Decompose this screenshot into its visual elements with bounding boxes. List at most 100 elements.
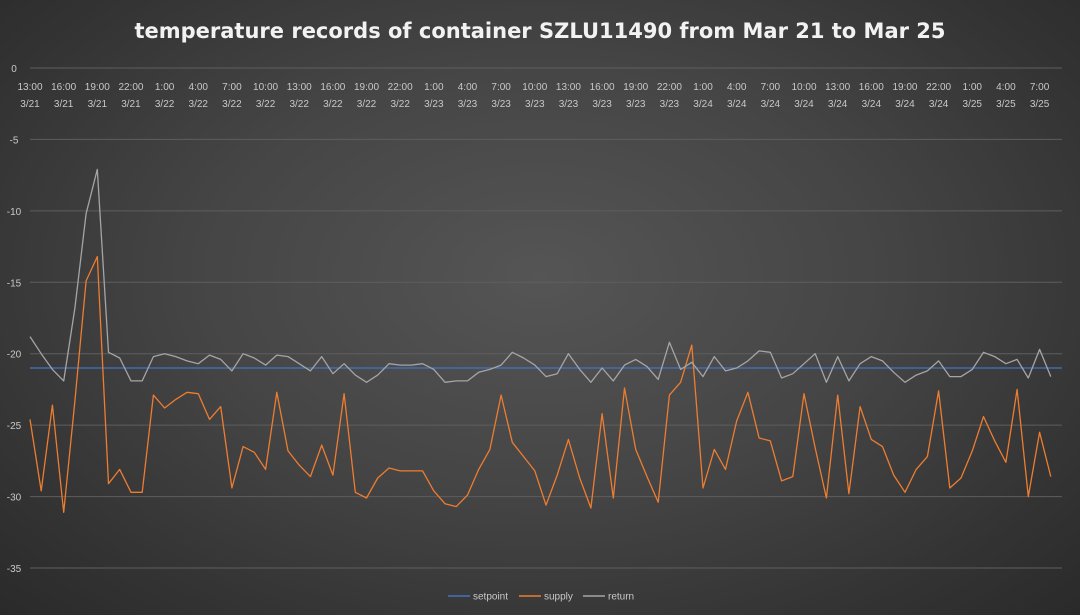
x-tick-time: 1:00 [155,82,175,93]
x-tick-date: 3/23 [660,99,680,110]
x-tick-label: 1:00 3/25 [963,82,983,110]
x-tick-date: 3/22 [289,99,309,110]
x-tick-date: 3/25 [996,99,1016,110]
x-tick-date: 3/24 [828,99,848,110]
x-tick-label: 19:00 3/23 [623,82,648,110]
x-tick-time: 7:00 [761,82,781,93]
x-tick-label: 13:00 3/23 [556,82,581,110]
x-tick-label: 1:00 3/22 [155,82,175,110]
x-tick-time: 10:00 [791,82,816,93]
x-tick-time: 16:00 [590,82,615,93]
x-tick-time: 13:00 [825,82,850,93]
x-tick-date: 3/23 [424,99,444,110]
y-tick-label: -15 [7,278,22,289]
x-tick-label: 22:00 3/22 [388,82,413,110]
x-tick-date: 3/24 [761,99,781,110]
x-tick-time: 7:00 [222,82,242,93]
x-tick-time: 22:00 [926,82,951,93]
x-tick-label: 4:00 3/25 [996,82,1016,110]
y-tick-label: 0 [11,64,17,75]
x-tick-date: 3/24 [794,99,814,110]
x-tick-time: 13:00 [556,82,581,93]
x-tick-date: 3/22 [323,99,343,110]
x-tick-date: 3/24 [727,99,747,110]
x-tick-time: 7:00 [1030,82,1050,93]
x-tick-label: 22:00 3/23 [657,82,682,110]
x-tick-label: 7:00 3/22 [222,82,242,110]
x-tick-label: 13:00 3/21 [17,82,42,110]
x-tick-time: 4:00 [189,82,209,93]
x-tick-date: 3/23 [559,99,579,110]
y-tick-label: -5 [10,135,19,146]
x-tick-label: 10:00 3/23 [522,82,547,110]
x-tick-date: 3/25 [963,99,983,110]
y-tick-label: -25 [7,421,22,432]
chart-title: temperature records of container SZLU114… [134,19,945,43]
y-tick-label: -35 [7,564,22,575]
x-tick-label: 19:00 3/21 [85,82,110,110]
x-tick-time: 1:00 [693,82,713,93]
x-tick-label: 7:00 3/23 [491,82,511,110]
x-tick-time: 4:00 [458,82,478,93]
x-tick-time: 10:00 [522,82,547,93]
x-tick-date: 3/24 [929,99,949,110]
y-axis-ticks: 0 -5 -10 -15 -20 -25 -30 -35 [7,64,22,575]
x-tick-time: 16:00 [51,82,76,93]
y-tick-label: -20 [7,350,22,361]
x-tick-label: 19:00 3/24 [892,82,917,110]
x-tick-label: 16:00 3/21 [51,82,76,110]
x-tick-date: 3/21 [88,99,108,110]
x-tick-time: 7:00 [491,82,511,93]
x-tick-time: 19:00 [892,82,917,93]
x-tick-time: 13:00 [287,82,312,93]
x-tick-label: 4:00 3/22 [189,82,209,110]
x-tick-date: 3/21 [20,99,40,110]
y-tick-label: -10 [7,207,22,218]
x-tick-date: 3/23 [458,99,478,110]
x-tick-time: 19:00 [623,82,648,93]
legend-item-setpoint: setpoint [448,592,508,603]
x-tick-date: 3/23 [592,99,612,110]
x-tick-label: 22:00 3/24 [926,82,951,110]
x-tick-label: 10:00 3/24 [791,82,816,110]
x-tick-label: 16:00 3/22 [320,82,345,110]
series-line-return [29,168,1052,383]
x-tick-label: 7:00 3/25 [1030,82,1050,110]
x-tick-date: 3/24 [862,99,882,110]
legend-label: return [608,592,634,603]
x-tick-time: 1:00 [424,82,444,93]
x-tick-date: 3/22 [256,99,276,110]
gridlines [30,67,1062,569]
x-tick-time: 10:00 [253,82,278,93]
x-tick-time: 22:00 [388,82,413,93]
x-tick-label: 4:00 3/23 [458,82,478,110]
legend-item-supply: supply [519,592,573,603]
x-tick-date: 3/25 [1030,99,1050,110]
x-tick-date: 3/22 [155,99,175,110]
x-tick-time: 22:00 [657,82,682,93]
x-tick-time: 16:00 [320,82,345,93]
x-tick-date: 3/22 [189,99,209,110]
x-tick-label: 16:00 3/24 [859,82,884,110]
legend-label: supply [544,592,573,603]
x-tick-label: 22:00 3/21 [118,82,143,110]
x-tick-label: 4:00 3/24 [727,82,747,110]
x-tick-time: 1:00 [963,82,983,93]
x-tick-time: 19:00 [354,82,379,93]
x-tick-date: 3/22 [390,99,410,110]
legend: setpoint supply return [448,592,634,603]
x-tick-label: 13:00 3/22 [287,82,312,110]
x-tick-time: 22:00 [118,82,143,93]
x-tick-date: 3/21 [54,99,74,110]
x-tick-date: 3/23 [626,99,646,110]
x-tick-time: 4:00 [996,82,1016,93]
legend-label: setpoint [473,592,508,603]
x-tick-date: 3/24 [895,99,915,110]
x-tick-time: 19:00 [85,82,110,93]
x-tick-date: 3/21 [121,99,141,110]
x-tick-date: 3/23 [491,99,511,110]
x-tick-label: 1:00 3/24 [693,82,713,110]
x-tick-label: 1:00 3/23 [424,82,444,110]
x-tick-time: 16:00 [859,82,884,93]
